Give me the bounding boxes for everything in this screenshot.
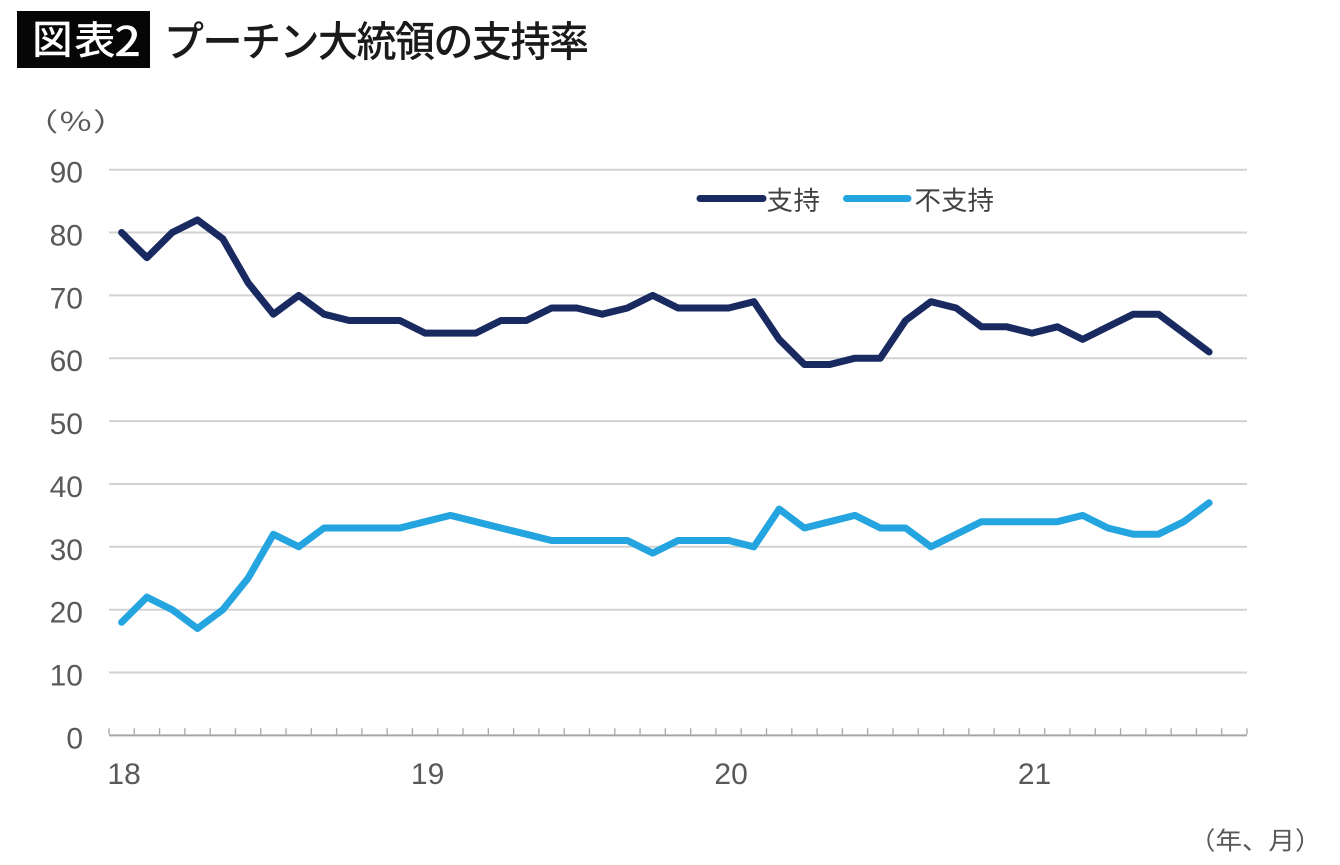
svg-text:21: 21 [1018,758,1051,791]
svg-text:20: 20 [50,597,83,630]
svg-text:19: 19 [411,758,444,791]
svg-text:50: 50 [50,408,83,441]
svg-text:0: 0 [66,722,83,755]
svg-text:10: 10 [50,660,83,693]
svg-text:60: 60 [50,345,83,378]
svg-text:30: 30 [50,534,83,567]
svg-text:90: 90 [50,157,83,190]
svg-text:20: 20 [714,758,747,791]
svg-text:40: 40 [50,471,83,504]
svg-text:80: 80 [50,220,83,253]
svg-text:18: 18 [107,758,140,791]
svg-text:70: 70 [50,282,83,315]
